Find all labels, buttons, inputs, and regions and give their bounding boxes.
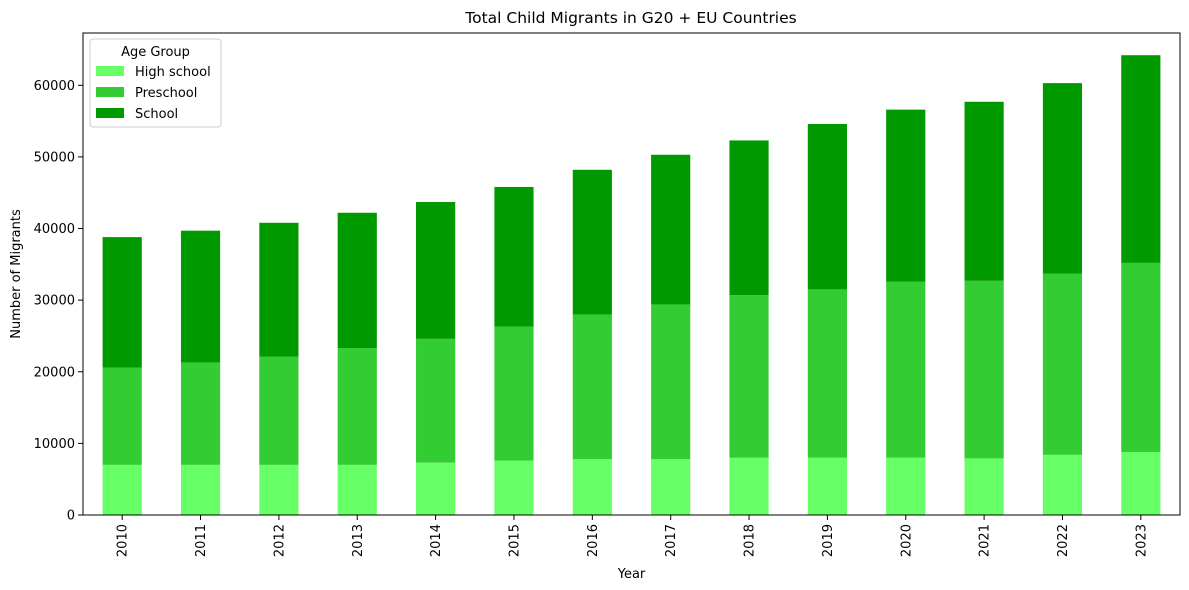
bar-high-school-2018	[729, 457, 769, 515]
bar-high-school-2022	[1042, 454, 1083, 515]
legend-label: Preschool	[135, 86, 197, 101]
x-tick-label: 2022	[1056, 524, 1071, 557]
x-tick-label: 2012	[272, 524, 287, 557]
bar-school-2018	[729, 140, 769, 296]
bar-high-school-2014	[416, 462, 456, 515]
y-axis-title: Number of Migrants	[9, 209, 24, 339]
legend-label: High school	[135, 65, 211, 80]
bar-high-school-2023	[1121, 451, 1161, 515]
y-tick-label: 10000	[34, 437, 75, 452]
y-tick-label: 30000	[34, 294, 75, 309]
bar-school-2021	[964, 101, 1004, 281]
bar-school-2015	[494, 186, 534, 327]
bar-preschool-2020	[886, 281, 926, 458]
bar-school-2010	[102, 237, 142, 368]
bar-preschool-2012	[259, 356, 299, 465]
x-tick-label: 2011	[194, 524, 209, 557]
y-axis: 0 10000 20000 30000 40000 50000 60000	[34, 79, 83, 524]
x-tick-label: 2018	[743, 524, 758, 557]
bar-high-school-2020	[886, 457, 926, 515]
bar-preschool-2015	[494, 326, 534, 461]
legend-swatch	[96, 87, 124, 97]
x-tick-label: 2021	[978, 524, 993, 557]
y-tick-label: 50000	[34, 150, 75, 165]
bar-preschool-2013	[337, 348, 377, 465]
x-tick-label: 2023	[1134, 524, 1149, 557]
bar-preschool-2022	[1042, 273, 1083, 455]
bar-high-school-2011	[180, 464, 221, 515]
x-tick-label: 2016	[586, 524, 601, 557]
y-tick-label: 0	[67, 509, 75, 524]
bar-preschool-2018	[729, 295, 769, 458]
bar-school-2023	[1121, 55, 1161, 263]
x-tick-label: 2010	[116, 524, 131, 557]
bar-high-school-2017	[651, 459, 691, 515]
bar-school-2019	[807, 123, 847, 290]
x-tick-label: 2017	[664, 524, 679, 557]
x-tick-label: 2015	[507, 524, 522, 557]
bars-group	[102, 55, 1161, 515]
x-axis-title: Year	[617, 567, 646, 582]
bar-preschool-2016	[572, 314, 612, 460]
bar-high-school-2021	[964, 458, 1004, 515]
plot-frame	[82, 32, 1181, 516]
x-axis: 2010 2011 2012 2013 2014 2015 2016 2017 2018 2019…	[116, 515, 1149, 557]
x-tick-label: 2020	[899, 524, 914, 557]
bar-high-school-2012	[259, 464, 299, 515]
bar-school-2013	[337, 212, 377, 349]
bar-high-school-2010	[102, 464, 142, 515]
bar-school-2011	[180, 230, 221, 363]
legend: Age Group High school Preschool School	[89, 38, 222, 128]
legend-box	[89, 38, 222, 128]
x-tick-label: 2019	[821, 524, 836, 557]
bar-high-school-2019	[807, 457, 847, 515]
chart-title: Total Child Migrants in G20 + EU Countri…	[464, 9, 796, 27]
bar-high-school-2015	[494, 460, 534, 515]
bar-preschool-2017	[651, 304, 691, 460]
bar-preschool-2014	[416, 338, 456, 463]
bar-preschool-2010	[102, 367, 142, 465]
bar-preschool-2011	[180, 362, 221, 465]
legend-label: School	[135, 107, 178, 122]
bar-high-school-2016	[572, 459, 612, 515]
bar-school-2012	[259, 222, 299, 357]
bar-school-2020	[886, 109, 926, 282]
bar-school-2016	[572, 169, 612, 315]
bar-preschool-2019	[807, 289, 847, 458]
x-tick-label: 2014	[429, 524, 444, 557]
bar-school-2017	[651, 154, 691, 305]
bar-high-school-2013	[337, 464, 377, 515]
x-tick-label: 2013	[351, 524, 366, 557]
legend-swatch	[96, 108, 124, 118]
y-tick-label: 20000	[34, 365, 75, 380]
bar-preschool-2023	[1121, 262, 1161, 452]
legend-title: Age Group	[121, 45, 190, 60]
y-tick-label: 60000	[34, 79, 75, 94]
bar-school-2014	[416, 202, 456, 339]
legend-swatch	[96, 66, 124, 76]
bar-school-2022	[1042, 83, 1083, 274]
y-tick-label: 40000	[34, 222, 75, 237]
bar-preschool-2021	[964, 280, 1004, 459]
